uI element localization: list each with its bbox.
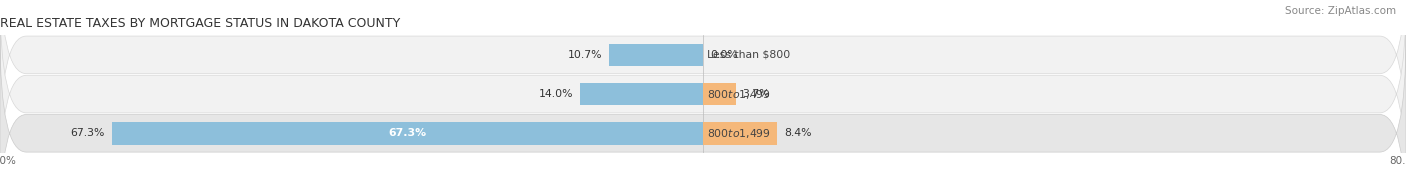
Bar xyxy=(609,44,703,66)
Text: Source: ZipAtlas.com: Source: ZipAtlas.com xyxy=(1285,6,1396,16)
Text: 8.4%: 8.4% xyxy=(785,128,811,138)
Text: 67.3%: 67.3% xyxy=(70,128,104,138)
Bar xyxy=(703,122,778,145)
Text: 14.0%: 14.0% xyxy=(538,89,574,99)
Text: 67.3%: 67.3% xyxy=(388,128,426,138)
Text: REAL ESTATE TAXES BY MORTGAGE STATUS IN DAKOTA COUNTY: REAL ESTATE TAXES BY MORTGAGE STATUS IN … xyxy=(0,17,401,30)
Text: $800 to $1,499: $800 to $1,499 xyxy=(707,88,772,101)
Bar xyxy=(581,83,703,105)
FancyBboxPatch shape xyxy=(0,0,1406,154)
Text: 3.7%: 3.7% xyxy=(742,89,770,99)
Text: $800 to $1,499: $800 to $1,499 xyxy=(707,127,772,140)
Text: Less than $800: Less than $800 xyxy=(707,50,790,60)
Bar xyxy=(703,83,735,105)
Text: 10.7%: 10.7% xyxy=(568,50,602,60)
FancyBboxPatch shape xyxy=(0,34,1406,196)
Bar xyxy=(111,122,703,145)
Text: 0.0%: 0.0% xyxy=(710,50,738,60)
